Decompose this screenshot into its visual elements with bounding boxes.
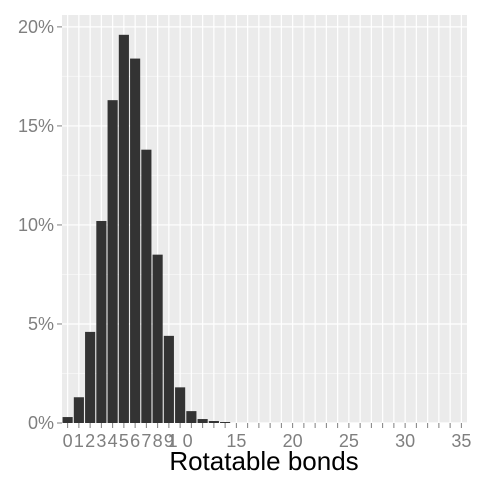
bar-7 [141,149,152,423]
bar-11 [186,411,197,423]
x-tick-label: 0 [63,431,73,451]
plot-panel [62,15,467,423]
x-tick-label: 20 [283,431,303,451]
x-tick-label: 30 [395,431,415,451]
bars [62,34,231,424]
x-tick-label: 5 [119,431,129,451]
x-tick-label: 7 [141,431,151,451]
x-tick-label: 1 [74,431,84,451]
bar-6 [130,58,141,423]
y-tick-label: 10% [18,215,54,235]
bar-0 [62,417,73,423]
x-tick-label: 15 [226,431,246,451]
minor-gridlines [62,75,467,374]
x-tick-label: 4 [108,431,118,451]
x-tick-label: 2 [85,431,95,451]
x-tick-label: 1 0 [168,431,193,451]
bar-9 [163,335,174,423]
y-tick-label: 0% [28,413,54,433]
x-tick-label: 6 [130,431,140,451]
y-tick-label: 5% [28,314,54,334]
x-axis-title: Rotatable bonds [169,446,358,476]
bar-13 [208,421,219,423]
bar-8 [152,254,163,423]
x-tick-label: 35 [451,431,471,451]
x-axis: 0 1 2 3 4 5 6 7 8 91 0 15 20 25 30 35 [63,423,471,451]
y-axis: 0% 5% 10% 15% 20% [18,17,62,433]
major-gridlines [62,15,467,424]
bar-3 [96,220,107,423]
bar-4 [107,100,118,424]
bar-12 [197,419,208,423]
y-tick-label: 20% [18,17,54,37]
x-tick-label: 9 [164,431,174,451]
x-tick-label: 8 [153,431,163,451]
x-tick-label: 3 [96,431,106,451]
y-tick-label: 15% [18,116,54,136]
x-tick-label: 25 [339,431,359,451]
bar-5 [118,34,129,424]
bar-1 [73,397,84,423]
bar-14 [220,422,231,423]
bar-2 [85,331,96,423]
bar-10 [175,387,186,423]
